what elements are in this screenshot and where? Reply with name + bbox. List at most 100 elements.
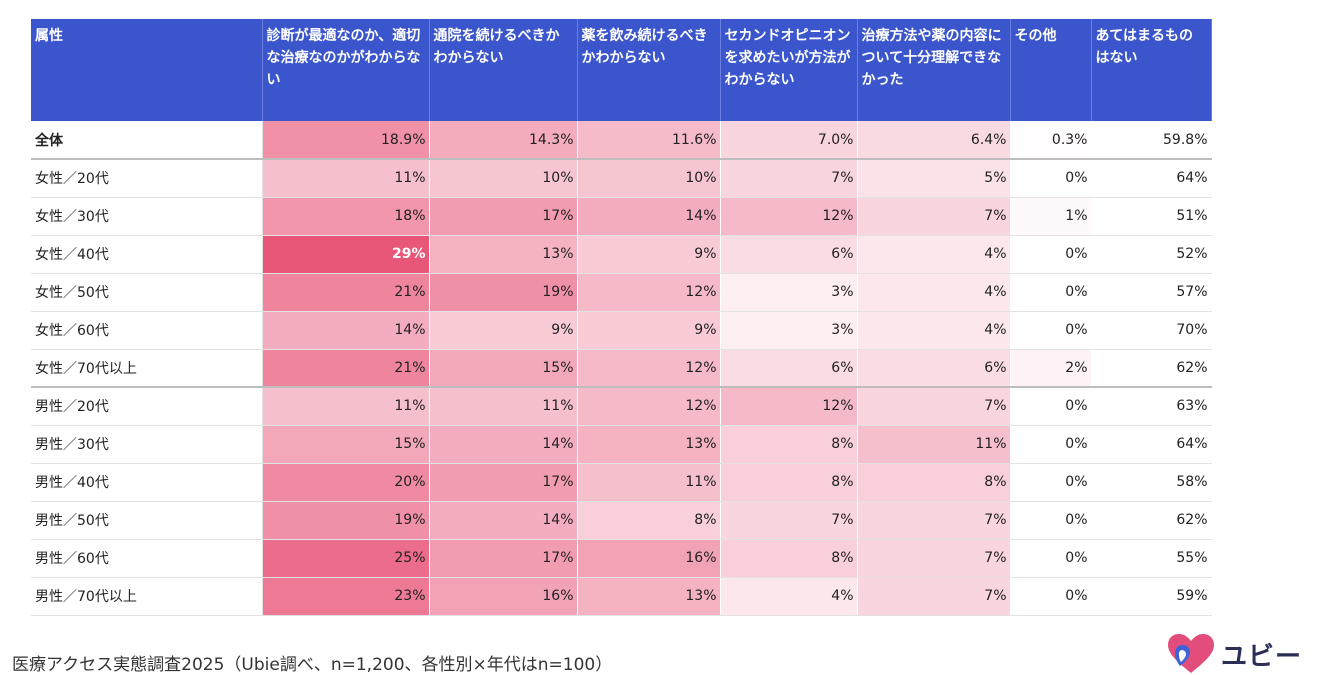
heat-cell: 12% <box>577 349 721 388</box>
heat-cell: 21% <box>262 349 430 388</box>
header-diagnosis: 診断が最適なのか、適切な治療なのかがわからない <box>262 19 430 121</box>
heat-cell: 15% <box>429 349 578 388</box>
table-row: 女性／70代以上 21% 15% 12% 6% 6% 2% 62% <box>31 349 1212 388</box>
heat-cell: 59.8% <box>1090 121 1212 160</box>
heat-cell: 0% <box>1010 311 1092 350</box>
heat-cell: 17% <box>429 463 578 502</box>
heat-cell: 4% <box>857 235 1011 274</box>
row-label: 男性／70代以上 <box>31 577 263 616</box>
header-visits: 通院を続けるべきかわからない <box>429 19 578 121</box>
heat-cell: 9% <box>577 235 721 274</box>
heat-cell: 20% <box>262 463 430 502</box>
header-medication: 薬を飲み続けるべきかわからない <box>577 19 721 121</box>
table-row: 男性／20代 11% 11% 12% 12% 7% 0% 63% <box>31 387 1212 426</box>
heart-logo-icon <box>1168 634 1214 673</box>
heat-cell: 64% <box>1090 159 1212 198</box>
ubie-logo: ユビー <box>1166 633 1302 675</box>
heat-cell: 11% <box>857 425 1011 464</box>
heat-cell: 3% <box>720 273 858 312</box>
table-row: 女性／20代 11% 10% 10% 7% 5% 0% 64% <box>31 159 1212 198</box>
heat-cell: 7% <box>857 501 1011 540</box>
heat-cell: 7% <box>857 539 1011 578</box>
heatmap-table: 属性 診断が最適なのか、適切な治療なのかがわからない 通院を続けるべきかわからな… <box>31 19 1212 616</box>
heat-cell: 8% <box>720 539 858 578</box>
heat-cell: 11% <box>262 387 430 426</box>
heat-cell: 0% <box>1010 463 1092 502</box>
row-label: 女性／30代 <box>31 197 263 236</box>
heat-cell: 13% <box>429 235 578 274</box>
heat-cell: 0% <box>1010 539 1092 578</box>
heat-cell: 0% <box>1010 235 1092 274</box>
heat-cell: 8% <box>857 463 1011 502</box>
row-label: 女性／50代 <box>31 273 263 312</box>
heat-cell: 7% <box>857 577 1011 616</box>
heat-cell: 62% <box>1090 349 1212 388</box>
table-row: 男性／70代以上 23% 16% 13% 4% 7% 0% 59% <box>31 577 1212 616</box>
heat-cell: 4% <box>720 577 858 616</box>
header-second-opinion: セカンドオピニオンを求めたいが方法がわからない <box>720 19 858 121</box>
table-row: 男性／30代 15% 14% 13% 8% 11% 0% 64% <box>31 425 1212 464</box>
heat-cell: 16% <box>429 577 578 616</box>
row-label: 女性／40代 <box>31 235 263 274</box>
heat-cell: 13% <box>577 425 721 464</box>
table-row: 女性／50代 21% 19% 12% 3% 4% 0% 57% <box>31 273 1212 312</box>
heat-cell: 15% <box>262 425 430 464</box>
heat-cell: 2% <box>1010 349 1092 388</box>
heat-cell: 63% <box>1090 387 1212 426</box>
table-row-total: 全体 18.9% 14.3% 11.6% 7.0% 6.4% 0.3% 59.8% <box>31 121 1212 160</box>
heat-cell: 11% <box>429 387 578 426</box>
row-label: 女性／70代以上 <box>31 349 263 388</box>
heat-cell: 8% <box>720 463 858 502</box>
heat-cell: 13% <box>577 577 721 616</box>
heat-cell: 0% <box>1010 159 1092 198</box>
heat-cell: 17% <box>429 197 578 236</box>
heat-cell: 6% <box>720 349 858 388</box>
heat-cell: 9% <box>577 311 721 350</box>
heat-cell: 14.3% <box>429 121 578 160</box>
heat-cell: 0% <box>1010 577 1092 616</box>
row-label: 男性／20代 <box>31 387 263 426</box>
heat-cell: 12% <box>577 387 721 426</box>
row-label: 男性／50代 <box>31 501 263 540</box>
heat-cell: 18% <box>262 197 430 236</box>
heat-cell: 7% <box>857 387 1011 426</box>
heat-cell: 8% <box>577 501 721 540</box>
heat-cell: 58% <box>1090 463 1212 502</box>
header-attribute: 属性 <box>31 19 263 121</box>
header-none: あてはまるものはない <box>1091 19 1212 121</box>
heat-cell: 4% <box>857 273 1011 312</box>
heat-cell: 4% <box>857 311 1011 350</box>
row-label: 女性／60代 <box>31 311 263 350</box>
heat-cell: 12% <box>720 387 858 426</box>
heat-cell: 25% <box>262 539 430 578</box>
heat-cell: 11% <box>577 463 721 502</box>
table-row: 男性／50代 19% 14% 8% 7% 7% 0% 62% <box>31 501 1212 540</box>
heat-cell: 6% <box>857 349 1011 388</box>
header-other: その他 <box>1010 19 1092 121</box>
heat-cell: 19% <box>262 501 430 540</box>
heat-cell: 62% <box>1090 501 1212 540</box>
table-row: 女性／40代 29% 13% 9% 6% 4% 0% 52% <box>31 235 1212 274</box>
heat-cell: 10% <box>577 159 721 198</box>
heat-cell: 0% <box>1010 387 1092 426</box>
row-label: 女性／20代 <box>31 159 263 198</box>
heat-cell: 0% <box>1010 501 1092 540</box>
table-row: 女性／60代 14% 9% 9% 3% 4% 0% 70% <box>31 311 1212 350</box>
row-label: 男性／30代 <box>31 425 263 464</box>
heat-cell: 59% <box>1090 577 1212 616</box>
heat-cell: 19% <box>429 273 578 312</box>
heat-cell: 14% <box>262 311 430 350</box>
heat-cell: 12% <box>720 197 858 236</box>
heat-cell: 23% <box>262 577 430 616</box>
heat-cell: 51% <box>1090 197 1212 236</box>
heat-cell: 70% <box>1090 311 1212 350</box>
heat-cell: 1% <box>1010 197 1092 236</box>
heat-cell: 3% <box>720 311 858 350</box>
heat-cell: 14% <box>577 197 721 236</box>
heat-cell: 16% <box>577 539 721 578</box>
table-row: 男性／60代 25% 17% 16% 8% 7% 0% 55% <box>31 539 1212 578</box>
heat-cell: 57% <box>1090 273 1212 312</box>
heat-cell: 52% <box>1090 235 1212 274</box>
table-body: 全体 18.9% 14.3% 11.6% 7.0% 6.4% 0.3% 59.8% 女性／20代… <box>31 121 1212 616</box>
row-label: 男性／60代 <box>31 539 263 578</box>
